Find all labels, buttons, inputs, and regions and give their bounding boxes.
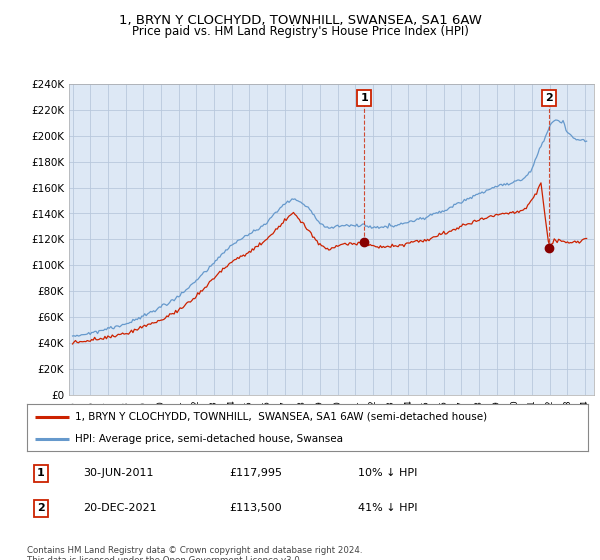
Text: 2: 2 xyxy=(545,93,553,103)
Text: Contains HM Land Registry data © Crown copyright and database right 2024.
This d: Contains HM Land Registry data © Crown c… xyxy=(27,546,362,560)
Text: Price paid vs. HM Land Registry's House Price Index (HPI): Price paid vs. HM Land Registry's House … xyxy=(131,25,469,38)
Text: 2: 2 xyxy=(37,503,45,513)
Text: £117,995: £117,995 xyxy=(229,468,282,478)
Text: 1: 1 xyxy=(37,468,45,478)
Text: £113,500: £113,500 xyxy=(229,503,281,513)
Text: 10% ↓ HPI: 10% ↓ HPI xyxy=(358,468,418,478)
Text: 1, BRYN Y CLOCHYDD, TOWNHILL, SWANSEA, SA1 6AW: 1, BRYN Y CLOCHYDD, TOWNHILL, SWANSEA, S… xyxy=(119,14,481,27)
Text: 1, BRYN Y CLOCHYDD, TOWNHILL,  SWANSEA, SA1 6AW (semi-detached house): 1, BRYN Y CLOCHYDD, TOWNHILL, SWANSEA, S… xyxy=(74,412,487,422)
Text: 30-JUN-2011: 30-JUN-2011 xyxy=(83,468,154,478)
Text: 1: 1 xyxy=(361,93,368,103)
Text: 20-DEC-2021: 20-DEC-2021 xyxy=(83,503,157,513)
Text: HPI: Average price, semi-detached house, Swansea: HPI: Average price, semi-detached house,… xyxy=(74,434,343,444)
Text: 41% ↓ HPI: 41% ↓ HPI xyxy=(358,503,418,513)
